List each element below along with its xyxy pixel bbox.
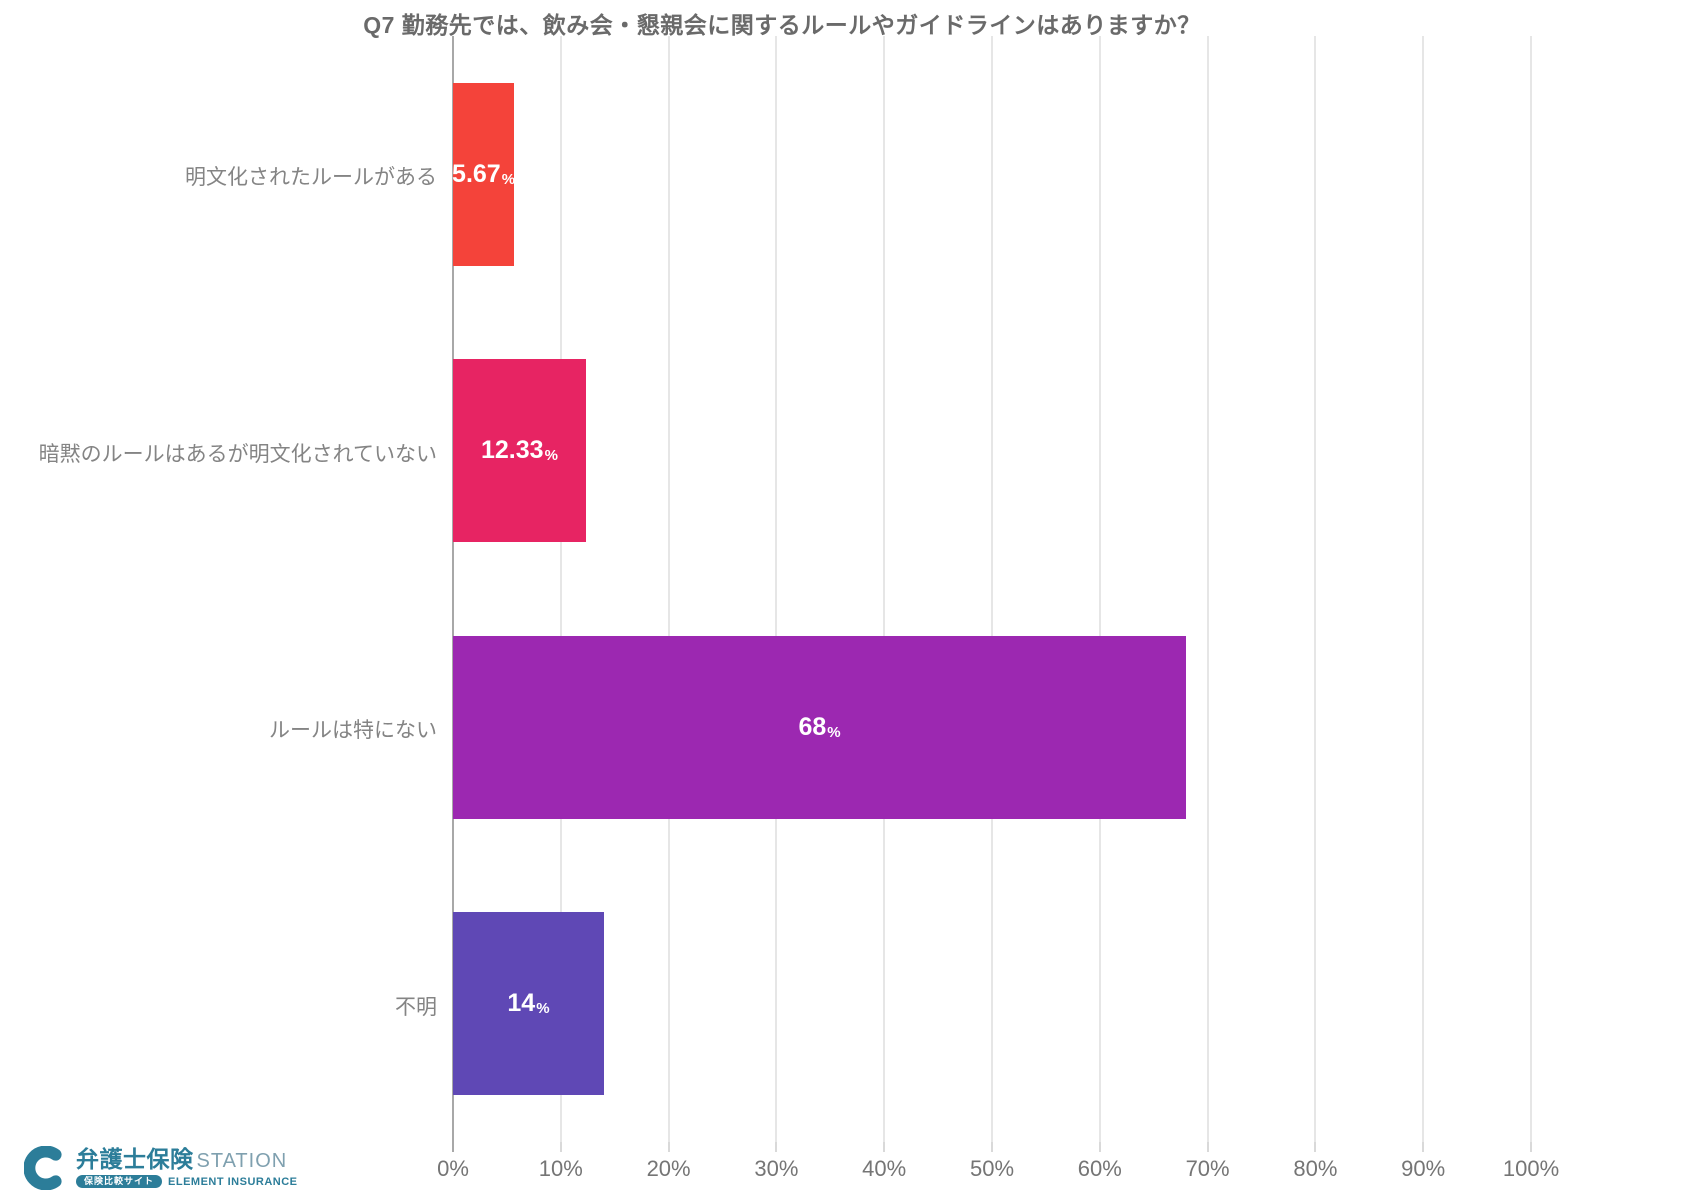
gridline-100 bbox=[1530, 36, 1532, 1142]
bar-value-label: 14% bbox=[507, 989, 550, 1018]
gridline-0 bbox=[452, 36, 454, 1142]
x-tick-80 bbox=[1314, 1142, 1317, 1152]
x-tick-100 bbox=[1530, 1142, 1532, 1152]
x-tick-0 bbox=[452, 1142, 454, 1152]
x-tick-label-90: 90% bbox=[1401, 1156, 1446, 1181]
x-tick-70 bbox=[1206, 1142, 1209, 1152]
gridline-80 bbox=[1314, 36, 1317, 1142]
logo-c-heart-icon bbox=[24, 1146, 62, 1190]
gridline-30 bbox=[775, 36, 778, 1142]
x-tick-label-60: 60% bbox=[1077, 1156, 1122, 1181]
bar-3: 14% bbox=[453, 912, 604, 1096]
gridline-20 bbox=[667, 36, 670, 1142]
category-label-3: 不明 bbox=[395, 995, 437, 1019]
x-tick-30 bbox=[775, 1142, 778, 1152]
bar-1: 12.33% bbox=[453, 359, 586, 543]
gridline-70 bbox=[1206, 36, 1209, 1142]
gridline-40 bbox=[883, 36, 886, 1142]
site-logo: 弁護士保険 STATION 保険比較サイト ELEMENT INSURANCE bbox=[24, 1146, 298, 1190]
x-tick-50 bbox=[991, 1142, 993, 1152]
x-tick-40 bbox=[883, 1142, 886, 1152]
logo-company: ELEMENT INSURANCE bbox=[168, 1175, 298, 1188]
category-label-0: 明文化されたルールがある bbox=[185, 166, 437, 190]
x-tick-label-100: 100% bbox=[1502, 1156, 1560, 1181]
gridline-90 bbox=[1422, 36, 1425, 1142]
bar-value-label: 68% bbox=[798, 712, 841, 741]
x-tick-label-40: 40% bbox=[862, 1156, 907, 1181]
gridline-10 bbox=[559, 36, 562, 1142]
x-tick-90 bbox=[1422, 1142, 1425, 1152]
logo-brand-jp: 弁護士保険 bbox=[76, 1146, 194, 1172]
x-tick-60 bbox=[1098, 1142, 1101, 1152]
x-tick-label-80: 80% bbox=[1293, 1156, 1338, 1181]
category-label-1: 暗黙のルールはあるが明文化されていない bbox=[38, 442, 437, 466]
x-tick-label-0: 0% bbox=[437, 1156, 469, 1181]
logo-text: 弁護士保険 STATION 保険比較サイト ELEMENT INSURANCE bbox=[76, 1148, 298, 1188]
x-tick-20 bbox=[667, 1142, 670, 1152]
bar-value-label: 12.33% bbox=[481, 436, 558, 465]
logo-brand-en: STATION bbox=[196, 1150, 288, 1172]
bar-0: 5.67% bbox=[452, 82, 516, 266]
x-tick-label-20: 20% bbox=[646, 1156, 691, 1181]
gridline-60 bbox=[1098, 36, 1101, 1142]
logo-badge: 保険比較サイト bbox=[76, 1175, 163, 1188]
category-label-2: ルールは特にない bbox=[269, 719, 437, 743]
gridline-50 bbox=[991, 36, 993, 1142]
x-tick-label-70: 70% bbox=[1185, 1156, 1230, 1181]
chart-title: Q7 勤務先では、飲み会・懇親会に関するルールやガイドラインはありますか？ bbox=[363, 12, 1201, 38]
x-tick-label-50: 50% bbox=[969, 1156, 1015, 1181]
bar-2: 68% bbox=[453, 635, 1187, 819]
bar-value-label: 5.67% bbox=[452, 159, 516, 188]
x-tick-label-10: 10% bbox=[538, 1156, 583, 1181]
x-tick-10 bbox=[559, 1142, 562, 1152]
x-tick-label-30: 30% bbox=[754, 1156, 799, 1181]
plot-area: 5.67% 12.33% 68% 14% bbox=[452, 36, 1532, 1142]
